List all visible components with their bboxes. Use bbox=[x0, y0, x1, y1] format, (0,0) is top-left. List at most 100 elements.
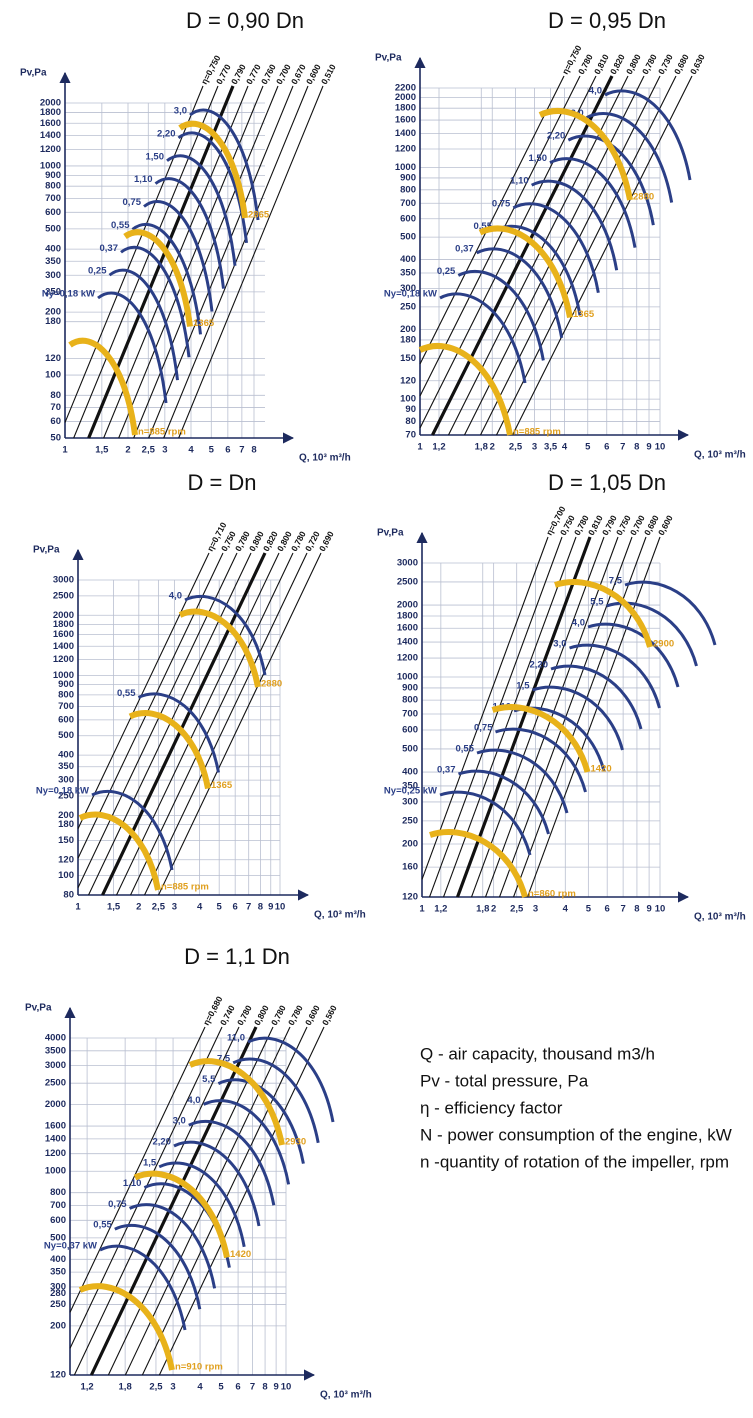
power-label: 2,20 bbox=[547, 131, 566, 142]
power-label: Ny=0,37 kW bbox=[44, 1241, 97, 1252]
power-curve bbox=[567, 134, 655, 226]
x-tick-label: 2 bbox=[125, 445, 130, 456]
y-tick-label: 2000 bbox=[45, 1099, 66, 1110]
x-tick-label: 1,8 bbox=[475, 442, 488, 453]
y-tick-label: 150 bbox=[400, 353, 416, 364]
y-axis-label: Pv,Pa bbox=[375, 53, 402, 64]
y-tick-label: 1600 bbox=[395, 115, 416, 126]
y-tick-label: 100 bbox=[400, 394, 416, 405]
power-label: Ny=0,18 kW bbox=[384, 289, 437, 300]
power-label: 2,20 bbox=[153, 1137, 172, 1148]
speed-label: 1365 bbox=[193, 318, 215, 329]
efficiency-label: 0,600 bbox=[303, 1003, 322, 1027]
power-curve bbox=[458, 769, 550, 835]
power-curve bbox=[247, 1036, 335, 1123]
y-tick-label: 400 bbox=[402, 767, 418, 778]
y-tick-label: 400 bbox=[58, 750, 74, 761]
x-tick-label: 7 bbox=[250, 1382, 255, 1393]
efficiency-line bbox=[527, 536, 661, 898]
power-curve bbox=[188, 1119, 276, 1206]
x-tick-label: 8 bbox=[258, 902, 263, 913]
y-axis-label: Pv,Pa bbox=[25, 1003, 52, 1014]
y-tick-label: 70 bbox=[50, 402, 61, 413]
y-tick-label: 300 bbox=[50, 1281, 66, 1292]
y-tick-label: 80 bbox=[50, 390, 61, 401]
power-label: 0,75 bbox=[123, 197, 142, 208]
power-label: 7,5 bbox=[217, 1053, 231, 1064]
speed-curve bbox=[133, 1170, 230, 1259]
y-tick-label: 1400 bbox=[45, 1133, 66, 1144]
power-label: 11,0 bbox=[227, 1033, 245, 1044]
y-tick-label: 180 bbox=[45, 316, 61, 327]
y-tick-label: 1600 bbox=[45, 1121, 66, 1132]
chart-title: D = Dn bbox=[187, 470, 256, 495]
power-curve bbox=[476, 748, 569, 814]
speed-curve bbox=[538, 108, 633, 201]
x-tick-label: 5 bbox=[209, 445, 215, 456]
x-tick-label: 7 bbox=[620, 904, 625, 915]
power-curve bbox=[457, 269, 545, 361]
y-tick-label: 2500 bbox=[45, 1078, 66, 1089]
x-tick-label: 1,8 bbox=[476, 904, 489, 915]
x-tick-label: 2,5 bbox=[152, 902, 166, 913]
x-tick-label: 1,2 bbox=[434, 904, 447, 915]
x-tick-label: 6 bbox=[233, 902, 238, 913]
efficiency-label: 0,560 bbox=[320, 1003, 339, 1027]
power-curve bbox=[232, 1057, 320, 1144]
power-label: Ny=0,18 kW bbox=[36, 786, 89, 797]
efficiency-line bbox=[77, 552, 210, 830]
power-curve bbox=[587, 622, 680, 688]
x-axis-label: Q, 10³ m³/h bbox=[694, 912, 746, 923]
y-axis-label: Pv,Pa bbox=[33, 545, 60, 556]
y-tick-label: 100 bbox=[58, 870, 74, 881]
x-tick-label: 1 bbox=[62, 445, 68, 456]
power-curve bbox=[439, 292, 527, 384]
speed-curve bbox=[128, 710, 211, 790]
efficiency-line bbox=[158, 1026, 325, 1376]
y-tick-label: 400 bbox=[50, 1254, 66, 1265]
y-tick-label: 3000 bbox=[53, 575, 74, 586]
y-tick-label: 2000 bbox=[397, 600, 418, 611]
speed-curve bbox=[554, 579, 653, 648]
y-tick-label: 250 bbox=[58, 790, 74, 801]
power-curve bbox=[158, 1161, 246, 1248]
chart-panel: D = Dn8010012015018020025030035040050060… bbox=[33, 470, 366, 921]
y-tick-label: 1200 bbox=[40, 144, 61, 155]
power-curve bbox=[128, 1203, 217, 1289]
y-tick-label: 250 bbox=[50, 1299, 66, 1310]
x-tick-label: 10 bbox=[275, 902, 286, 913]
y-tick-label: 100 bbox=[45, 370, 61, 381]
y-tick-label: 400 bbox=[400, 254, 416, 265]
x-tick-label: 9 bbox=[273, 1382, 278, 1393]
speed-label: 2865 bbox=[248, 210, 270, 221]
x-tick-label: 4 bbox=[188, 445, 194, 456]
y-tick-label: 700 bbox=[45, 193, 61, 204]
power-label: 4,0 bbox=[169, 591, 182, 602]
efficiency-line bbox=[471, 536, 605, 898]
y-tick-label: 600 bbox=[45, 207, 61, 218]
y-tick-label: 800 bbox=[58, 689, 74, 700]
speed-label: 1365 bbox=[573, 309, 595, 320]
y-tick-label: 250 bbox=[402, 815, 418, 826]
y-tick-label: 200 bbox=[58, 810, 74, 821]
y-tick-label: 1000 bbox=[397, 672, 418, 683]
efficiency-line bbox=[116, 552, 280, 896]
y-tick-label: 700 bbox=[400, 198, 416, 209]
power-curve bbox=[604, 89, 692, 181]
power-label: 1,10 bbox=[134, 174, 153, 185]
power-curve bbox=[585, 112, 674, 203]
chart-panel: D = 0,95 Dn70809010012015018020025030035… bbox=[375, 8, 746, 461]
power-label: Ny=0,18 kW bbox=[42, 289, 95, 300]
y-tick-label: 200 bbox=[402, 839, 418, 850]
power-label: 5,5 bbox=[202, 1074, 216, 1085]
x-tick-label: 8 bbox=[251, 445, 256, 456]
efficiency-label: 0,740 bbox=[218, 1003, 237, 1027]
y-tick-label: 800 bbox=[400, 184, 416, 195]
x-tick-label: 3,5 bbox=[544, 442, 558, 453]
y-axis-label: Pv,Pa bbox=[377, 528, 404, 539]
power-label: 0,25 bbox=[88, 266, 107, 277]
y-tick-label: 2000 bbox=[395, 92, 416, 103]
power-label: 2,20 bbox=[157, 128, 176, 139]
x-tick-label: 1 bbox=[419, 904, 425, 915]
y-tick-label: 900 bbox=[45, 170, 61, 181]
